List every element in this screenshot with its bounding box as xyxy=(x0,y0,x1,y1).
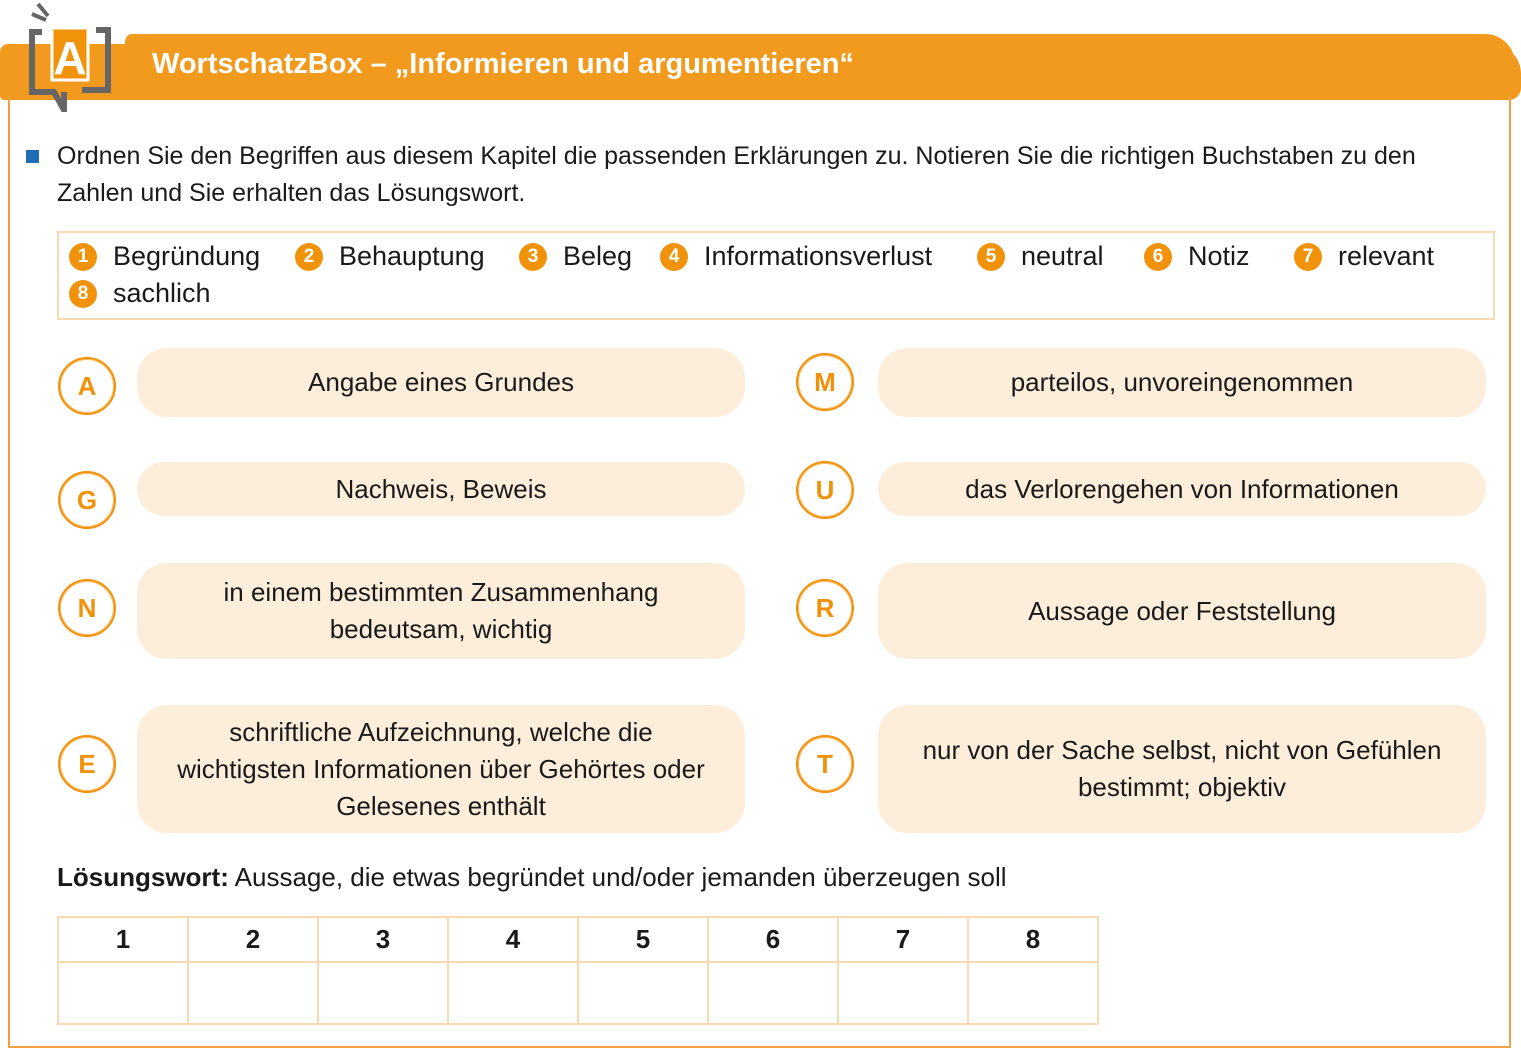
solution-prompt: Lösungswort: Aussage, die etwas begründe… xyxy=(57,862,1007,893)
term-item: 1 Begründung xyxy=(69,241,260,272)
answer-cell[interactable] xyxy=(317,961,449,1025)
header-band xyxy=(0,44,1521,100)
term-label: Behauptung xyxy=(339,241,485,271)
answer-cell[interactable] xyxy=(187,961,319,1025)
answer-cell[interactable] xyxy=(577,961,709,1025)
definition-card: nur von der Sache selbst, nicht von Gefü… xyxy=(878,705,1486,833)
bullet-icon xyxy=(26,150,39,163)
definition-card: Nachweis, Beweis xyxy=(137,462,745,516)
definition-card: parteilos, unvoreingenommen xyxy=(878,348,1486,417)
instruction-text: Ordnen Sie den Begriffen aus diesem Kapi… xyxy=(57,142,1416,207)
column-number: 8 xyxy=(967,916,1099,963)
answer-cell[interactable] xyxy=(967,961,1099,1025)
number-badge: 5 xyxy=(977,242,1005,271)
solution-table: 1 2 3 4 5 6 7 8 xyxy=(57,916,1099,1025)
term-label: Notiz xyxy=(1188,241,1250,271)
number-badge: 1 xyxy=(69,242,97,271)
content-frame xyxy=(8,96,1511,1048)
term-label: sachlich xyxy=(113,278,211,308)
term-item: 7 relevant xyxy=(1294,241,1434,272)
term-label: Informationsverlust xyxy=(704,241,933,271)
term-item: 4 Informationsverlust xyxy=(660,241,932,272)
answer-cell[interactable] xyxy=(837,961,969,1025)
solution-label: Lösungswort: xyxy=(57,862,229,892)
wortschatz-logo-icon: A xyxy=(29,2,111,112)
column-number: 6 xyxy=(707,916,839,963)
term-label: neutral xyxy=(1021,241,1104,271)
definition-card: Aussage oder Feststellung xyxy=(878,563,1486,659)
number-badge: 8 xyxy=(69,279,97,308)
letter-circle: G xyxy=(58,471,116,529)
letter-circle: R xyxy=(796,579,854,637)
column-number: 7 xyxy=(837,916,969,963)
answer-cell[interactable] xyxy=(57,961,189,1025)
term-label: Begründung xyxy=(113,241,261,271)
column-number: 5 xyxy=(577,916,709,963)
letter-circle: T xyxy=(796,735,854,793)
column-number: 4 xyxy=(447,916,579,963)
column-number: 2 xyxy=(187,916,319,963)
number-badge: 7 xyxy=(1294,242,1322,271)
number-badge: 3 xyxy=(519,242,547,271)
term-item: 2 Behauptung xyxy=(295,241,485,272)
letter-circle: U xyxy=(796,461,854,519)
letter-circle: E xyxy=(58,735,116,793)
definition-card: schriftliche Aufzeichnung, welche die wi… xyxy=(137,705,745,833)
solution-hint: Aussage, die etwas begründet und/oder je… xyxy=(228,862,1007,892)
terms-box: 1 Begründung 2 Behauptung 3 Beleg 4 Informat… xyxy=(57,231,1495,320)
svg-text:A: A xyxy=(53,32,86,84)
term-item: 3 Beleg xyxy=(519,241,632,272)
column-number: 1 xyxy=(57,916,189,963)
number-badge: 4 xyxy=(660,242,688,271)
answer-cell[interactable] xyxy=(447,961,579,1025)
term-item: 5 neutral xyxy=(977,241,1104,272)
number-badge: 2 xyxy=(295,242,323,271)
term-label: Beleg xyxy=(563,241,633,271)
term-item: 6 Notiz xyxy=(1144,241,1250,272)
page-title: WortschatzBox – „Informieren und argumen… xyxy=(152,48,855,80)
definition-card: Angabe eines Grundes xyxy=(137,348,745,417)
column-number: 3 xyxy=(317,916,449,963)
definition-card: das Verlorengehen von Informationen xyxy=(878,462,1486,516)
term-item: 8 sachlich xyxy=(69,278,211,309)
definition-card: in einem bestimmten Zusammenhang bedeuts… xyxy=(137,563,745,659)
answer-cell[interactable] xyxy=(707,961,839,1025)
letter-circle: N xyxy=(58,579,116,637)
letter-circle: A xyxy=(58,357,116,415)
number-badge: 6 xyxy=(1144,242,1172,271)
term-label: relevant xyxy=(1338,241,1435,271)
letter-circle: M xyxy=(796,353,854,411)
